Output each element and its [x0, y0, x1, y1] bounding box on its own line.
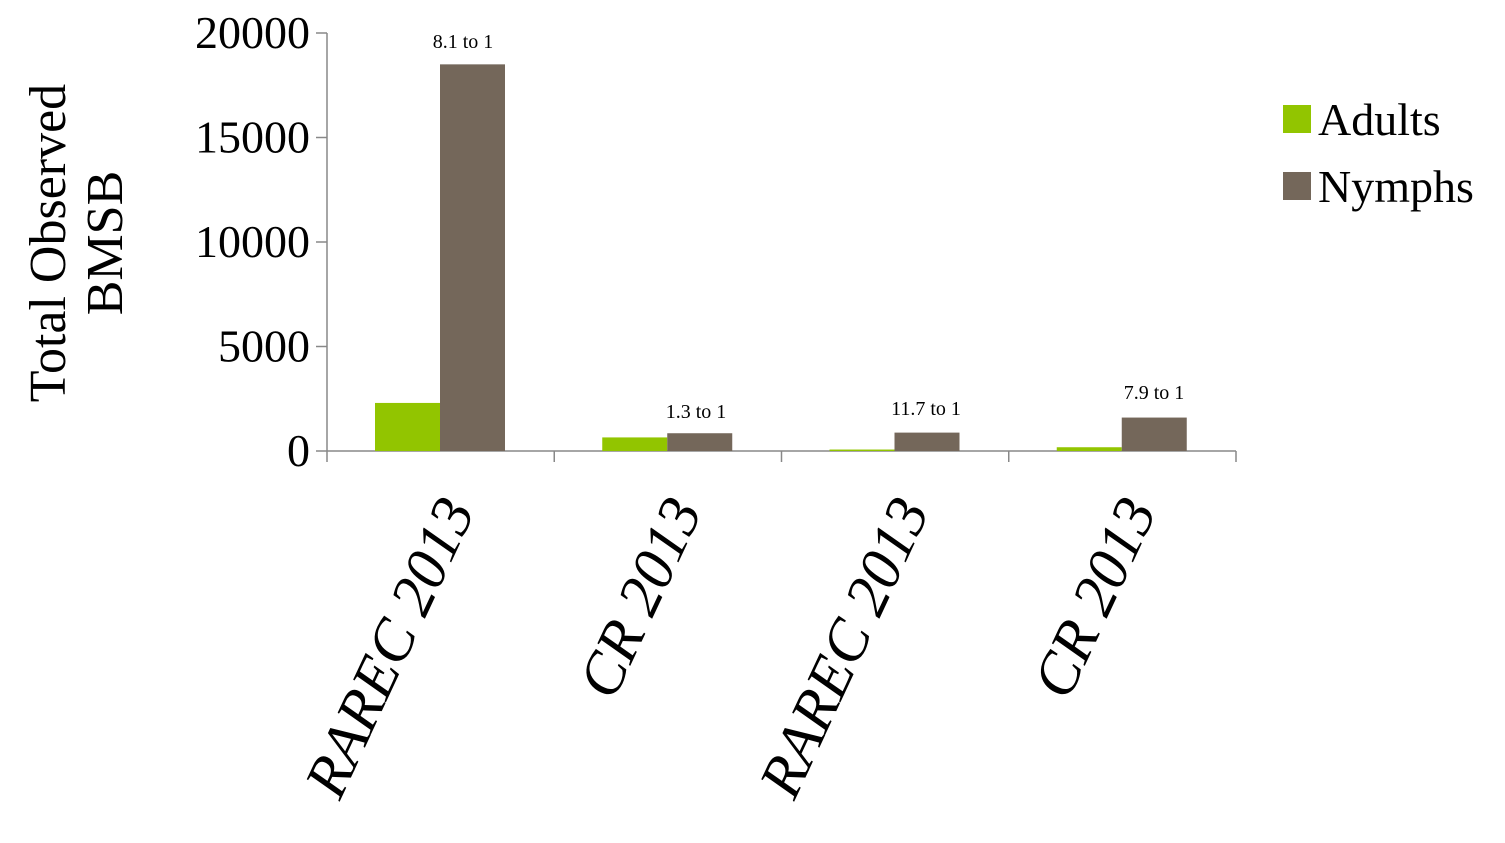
- bar-adults: [829, 449, 895, 451]
- bar-adults: [602, 437, 668, 451]
- category-label: CR 2013: [565, 488, 714, 708]
- bar-nymphs: [667, 433, 733, 451]
- bar-nymphs: [1121, 417, 1187, 451]
- ratio-label: 7.9 to 1: [1124, 382, 1185, 404]
- ratio-label: 11.7 to 1: [891, 398, 961, 420]
- y-tick-label: 10000: [195, 216, 310, 267]
- category-label: RAREC 2013: [291, 488, 487, 808]
- bar-nymphs: [894, 432, 960, 451]
- ratio-label: 8.1 to 1: [433, 31, 494, 53]
- y-tick-label: 20000: [195, 7, 310, 58]
- category-label: RAREC 2013: [746, 488, 942, 808]
- ratio-labels: 8.1 to 1 1.3 to 1 11.7 to 1 7.9 to 1: [433, 31, 1185, 423]
- y-tick-label: 0: [287, 425, 310, 476]
- legend: Adults Nymphs: [1283, 94, 1474, 212]
- y-axis-title-line: Total Observed: [20, 84, 77, 402]
- bar-nymphs: [440, 64, 505, 451]
- legend-swatch-adults: [1283, 105, 1311, 133]
- legend-label: Nymphs: [1318, 161, 1474, 212]
- y-tick-label: 15000: [195, 112, 310, 163]
- legend-label: Adults: [1318, 94, 1441, 145]
- ratio-label: 1.3 to 1: [666, 401, 727, 423]
- y-axis-title-line: BMSB: [77, 171, 134, 316]
- x-axis: [326, 450, 1237, 462]
- y-tick-label: 5000: [218, 321, 310, 372]
- y-axis: 0 5000 10000 15000 20000: [195, 7, 328, 476]
- y-axis-title: Total Observed BMSB: [20, 84, 134, 402]
- bar-adults: [1056, 447, 1122, 451]
- bars: [375, 64, 1187, 451]
- category-labels: RAREC 2013 CR 2013 RAREC 2013 CR 2013: [291, 488, 1169, 808]
- bar-adults: [375, 402, 440, 451]
- legend-swatch-nymphs: [1283, 172, 1311, 200]
- category-label: CR 2013: [1020, 488, 1169, 708]
